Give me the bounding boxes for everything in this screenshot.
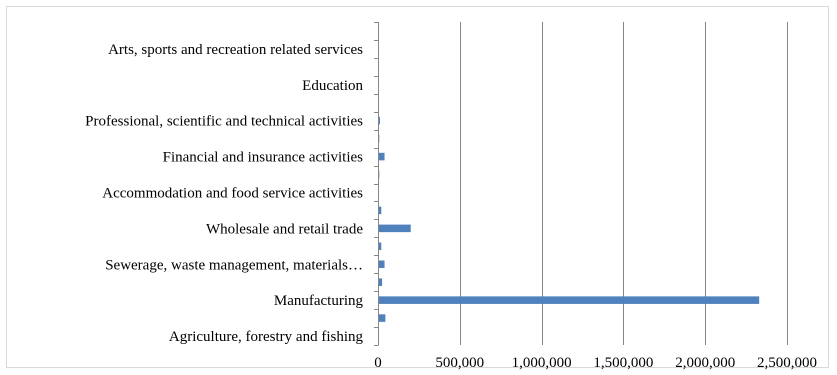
category-label: Wholesale and retail trade bbox=[206, 221, 363, 237]
bar bbox=[378, 260, 385, 269]
bar bbox=[378, 242, 382, 251]
category-label: Agriculture, forestry and fishing bbox=[169, 329, 364, 345]
category-label: Education bbox=[302, 78, 363, 94]
bar bbox=[378, 296, 760, 304]
category-label: Manufacturing bbox=[274, 293, 364, 309]
category-label: Arts, sports and recreation related serv… bbox=[108, 42, 363, 58]
x-tick-label: 1,500,000 bbox=[593, 355, 653, 371]
x-tick-label: 2,000,000 bbox=[675, 355, 735, 371]
category-label: Professional, scientific and technical a… bbox=[85, 114, 363, 130]
category-labels: Agriculture, forestry and fishing Manufac… bbox=[85, 42, 363, 345]
bar bbox=[378, 314, 386, 322]
gridlines bbox=[460, 22, 788, 345]
bar bbox=[378, 152, 385, 161]
x-tick-label: 2,500,000 bbox=[757, 355, 817, 371]
x-tick-label: 500,000 bbox=[435, 355, 484, 371]
tick-labels: 0 500,000 1,000,000 1,500,000 2,000,000 2,500… bbox=[374, 355, 817, 371]
bars bbox=[378, 27, 760, 340]
value-axis bbox=[374, 22, 379, 346]
category-label: Sewerage, waste management, materials… bbox=[105, 257, 363, 273]
chart-frame bbox=[6, 6, 829, 368]
x-tick-label: 1,000,000 bbox=[512, 355, 572, 371]
category-label: Financial and insurance activities bbox=[163, 150, 364, 166]
x-tick-label: 0 bbox=[374, 355, 382, 371]
bar bbox=[378, 206, 382, 215]
bar bbox=[378, 278, 383, 286]
bar bbox=[378, 224, 411, 233]
category-label: Accommodation and food service activitie… bbox=[102, 185, 363, 201]
